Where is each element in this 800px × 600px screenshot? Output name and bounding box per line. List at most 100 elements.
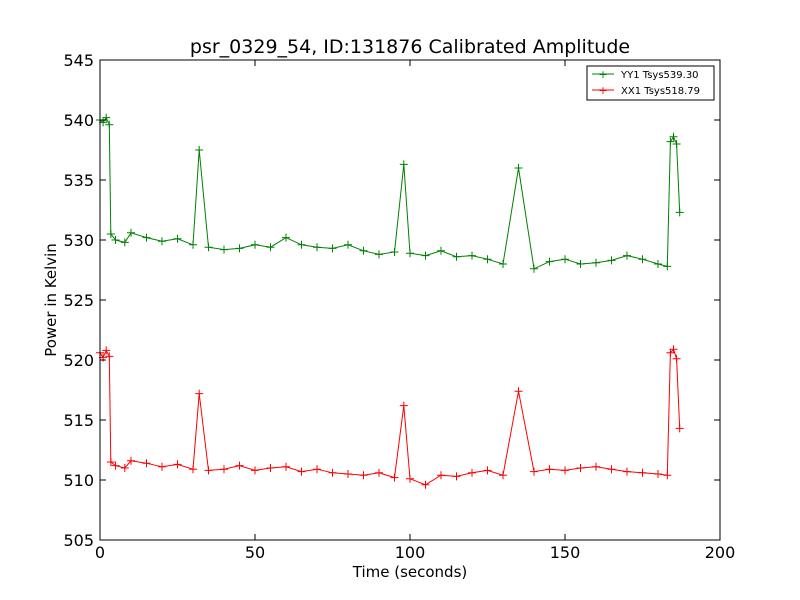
legend-label-2: XX1 Tsys518.79 <box>621 86 700 97</box>
data-point <box>313 243 321 252</box>
data-point <box>421 480 430 489</box>
data-point <box>592 258 600 267</box>
plot-area <box>96 59 721 541</box>
data-point <box>220 245 228 254</box>
data-point <box>561 466 569 475</box>
data-point <box>127 228 135 237</box>
data-point <box>468 251 476 260</box>
data-point <box>452 472 461 481</box>
data-point <box>638 468 647 477</box>
data-point <box>102 346 111 355</box>
x-axis: 0 50 100 150 200 <box>95 60 735 562</box>
data-point <box>127 456 135 465</box>
data-point <box>173 234 182 243</box>
data-point <box>437 471 445 480</box>
data-point <box>297 240 306 249</box>
data-point <box>499 260 507 268</box>
data-point <box>105 120 114 129</box>
y-tick-label: 540 <box>63 111 94 130</box>
data-point <box>514 164 523 172</box>
data-point <box>576 464 585 472</box>
data-point <box>483 255 492 264</box>
data-point <box>437 246 445 255</box>
data-point <box>328 244 337 253</box>
data-point <box>106 230 115 238</box>
x-tick-label: 50 <box>245 543 265 562</box>
legend-label-1: YY1 Tsys539.30 <box>620 70 699 81</box>
data-point <box>111 236 120 244</box>
data-point <box>120 464 129 472</box>
y-tick-label: 515 <box>63 411 94 430</box>
data-point <box>313 465 321 474</box>
data-point <box>158 462 166 471</box>
data-point <box>142 459 151 468</box>
data-point <box>158 237 166 246</box>
legend: + YY1 Tsys539.30 + XX1 Tsys518.79 <box>586 65 715 101</box>
data-point <box>375 250 383 259</box>
y-axis: 505 510 515 520 525 530 535 540 545 <box>63 51 720 550</box>
data-point <box>106 458 115 466</box>
data-point <box>530 264 538 273</box>
x-tick-label: 100 <box>395 543 426 562</box>
data-point <box>220 465 228 474</box>
y-tick-label: 520 <box>63 351 94 370</box>
data-point <box>406 249 414 258</box>
x-tick-label: 0 <box>95 543 105 562</box>
data-point <box>102 113 111 122</box>
y-tick-label: 505 <box>63 531 94 550</box>
data-point <box>672 140 681 148</box>
y-tick-label: 545 <box>63 51 94 70</box>
data-point <box>399 401 408 410</box>
data-point <box>282 462 290 471</box>
y-tick-label: 510 <box>63 471 94 490</box>
data-point <box>623 251 631 260</box>
data-point <box>204 466 213 475</box>
data-point <box>638 255 647 264</box>
data-point <box>654 470 662 478</box>
series-2 <box>96 345 684 489</box>
data-point <box>421 251 430 260</box>
data-point <box>607 256 616 265</box>
data-point <box>561 255 569 264</box>
data-point <box>142 233 151 242</box>
legend-plus-2: + <box>598 84 607 97</box>
data-point <box>672 354 681 363</box>
y-axis-label: Power in Kelvin <box>42 243 60 357</box>
data-point <box>282 233 290 242</box>
data-point <box>514 387 523 396</box>
data-point <box>663 262 672 271</box>
data-point <box>406 474 414 483</box>
data-point <box>545 257 554 266</box>
data-point <box>675 208 684 217</box>
data-point <box>111 461 120 470</box>
data-point <box>120 238 129 247</box>
data-point <box>328 468 337 477</box>
data-point <box>545 465 554 474</box>
data-point <box>483 466 492 475</box>
x-tick-label: 150 <box>550 543 581 562</box>
y-tick-label: 525 <box>63 291 94 310</box>
legend-entry-1: + YY1 Tsys539.30 <box>592 68 699 81</box>
data-point <box>576 260 585 268</box>
data-point <box>669 345 678 354</box>
data-point <box>530 467 538 476</box>
data-point <box>359 471 368 480</box>
legend-entry-2: + XX1 Tsys518.79 <box>592 84 700 97</box>
data-point <box>173 460 182 469</box>
y-tick-label: 530 <box>63 231 94 250</box>
data-point <box>266 243 275 252</box>
data-point <box>195 146 204 154</box>
data-point <box>297 467 306 476</box>
data-point <box>654 260 662 268</box>
data-point <box>359 246 368 255</box>
data-point <box>189 240 197 249</box>
data-point <box>607 465 616 474</box>
data-point <box>623 467 631 476</box>
data-point <box>204 243 213 252</box>
data-point <box>251 240 259 249</box>
data-point <box>344 470 352 478</box>
data-point <box>235 461 244 470</box>
data-point <box>399 160 408 169</box>
data-point <box>468 468 476 477</box>
